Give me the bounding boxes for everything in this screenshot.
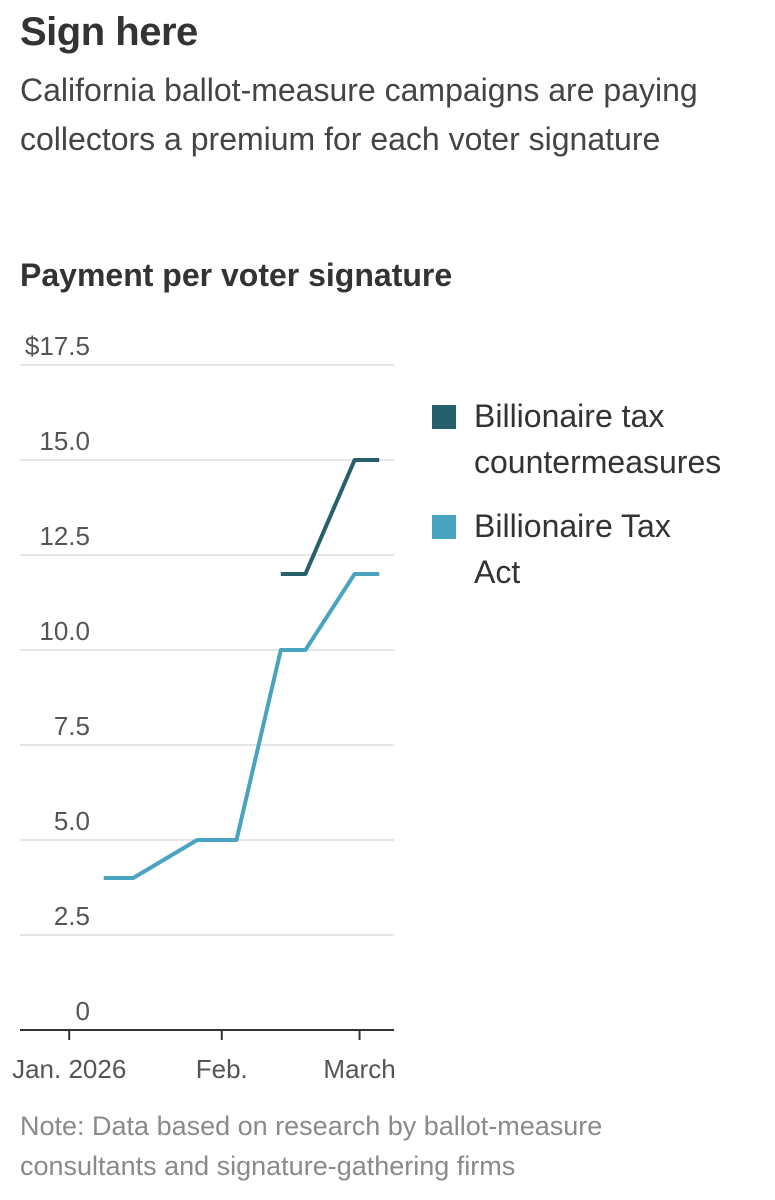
x-tick-label: March [323, 1054, 395, 1084]
legend-label-line: Billionaire tax [474, 398, 664, 434]
y-tick-label: $17.5 [25, 331, 90, 361]
x-tick-label: Feb. [196, 1054, 248, 1084]
chart-note: Note: Data based on research by ballot-m… [20, 1111, 603, 1181]
y-tick-label: 10.0 [39, 616, 90, 646]
legend-label: Billionaire tax countermeasures [474, 398, 721, 480]
line-chart: 0 2.5 5.0 7.5 10.0 12.5 15.0 $17.5 Jan. 2026 Feb… [12, 331, 721, 1084]
legend-swatch [432, 405, 456, 429]
legend-label: Billionaire Tax Act [474, 508, 671, 590]
gridlines [20, 364, 394, 936]
y-tick-label: 12.5 [39, 521, 90, 551]
y-tick-label: 5.0 [54, 806, 90, 836]
legend: Billionaire tax countermeasuresBillionair… [432, 398, 721, 590]
series-line [103, 572, 380, 880]
chart-subtitle: California ballot-measure campaigns are … [20, 72, 698, 157]
chart-title: Sign here [20, 10, 198, 54]
legend-label-line: countermeasures [474, 444, 721, 480]
legend-label-line: Act [474, 554, 520, 590]
y-axis-ticks: 0 2.5 5.0 7.5 10.0 12.5 15.0 $17.5 [25, 331, 90, 1026]
y-tick-label: 7.5 [54, 711, 90, 741]
legend-swatch [432, 515, 456, 539]
chart-heading: Payment per voter signature [20, 257, 453, 293]
x-tick-label: Jan. 2026 [12, 1054, 126, 1084]
y-tick-label: 0 [76, 996, 90, 1026]
series-lines [103, 458, 380, 880]
y-tick-label: 15.0 [39, 426, 90, 456]
series-line [280, 458, 380, 576]
legend-label-line: Billionaire Tax [474, 508, 671, 544]
y-tick-label: 2.5 [54, 901, 90, 931]
x-axis: Jan. 2026 Feb. March [12, 1029, 396, 1084]
